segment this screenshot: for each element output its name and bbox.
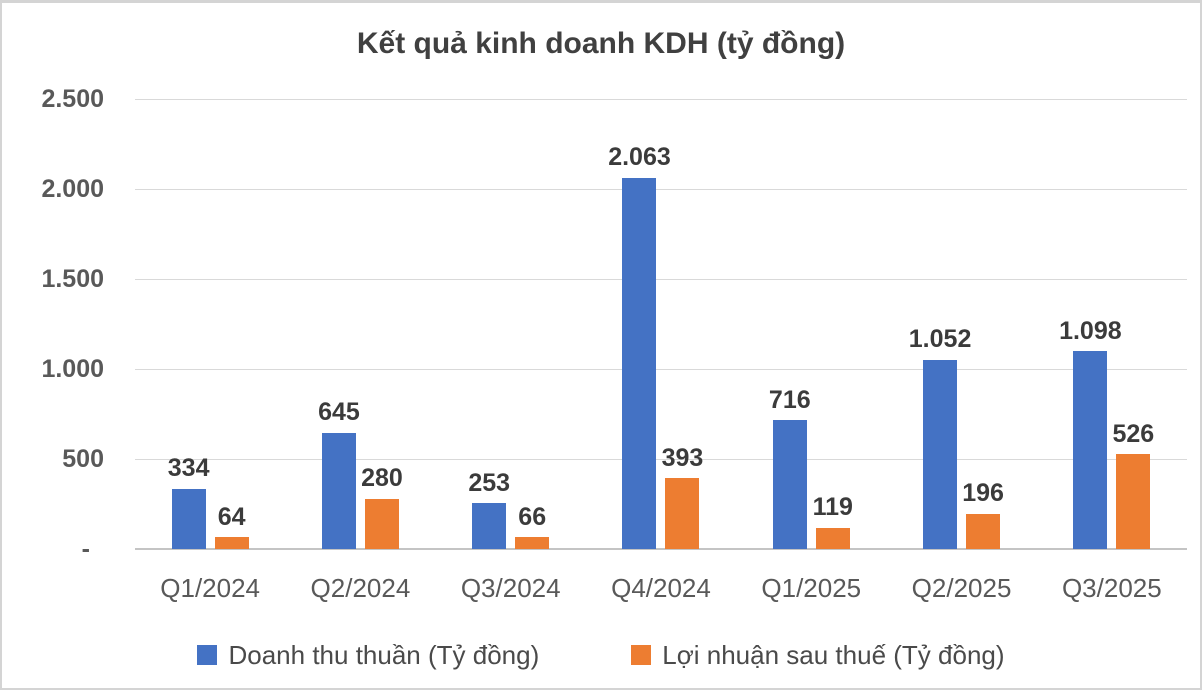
x-category-label: Q2/2024 [310,573,411,603]
revenue-bar-slot: 716 [769,99,811,549]
legend: Doanh thu thuần (Tỷ đồng) Lợi nhuận sau t… [2,635,1200,675]
data-label: 196 [962,479,1004,508]
data-label: 253 [468,468,511,497]
gridline [135,278,1187,280]
legend-swatch [631,645,652,665]
profit-bar [214,537,249,549]
profit-bar [966,513,1001,549]
x-category-label: Q1/2025 [761,573,862,603]
data-label: 645 [318,398,360,427]
gridline [135,188,1187,190]
category-group: 334 64 [135,99,285,549]
revenue-bar-slot: 334 [168,99,210,549]
category-group: 716 119 [736,99,886,549]
revenue-bar-slot: 253 [468,99,510,549]
data-label: 716 [768,385,811,414]
y-axis: - 500 1.000 1.500 2.000 2.500 [2,3,104,688]
profit-bar [665,478,700,549]
profit-bar [1116,454,1151,549]
legend-swatch [197,645,218,665]
profit-bar-slot: 64 [214,99,249,549]
revenue-bar [772,420,807,549]
revenue-bar [1073,351,1108,549]
profit-bar-slot: 66 [515,99,550,549]
profit-bar-slot: 526 [1112,99,1154,549]
category-group: 2.063 393 [586,99,736,549]
revenue-bar-slot: 1.098 [1059,99,1122,549]
revenue-bar-slot: 645 [318,99,360,549]
legend-label: Doanh thu thuần (Tỷ đồng) [228,639,540,670]
y-tick-label: 1.500 [41,265,104,293]
x-category-label: Q4/2024 [611,573,711,603]
revenue-bar [923,359,958,549]
category-group: 253 66 [436,99,586,549]
x-axis: Q1/2024 Q2/2024 Q3/2024 Q4/2024 Q1/2025 Q2/20… [135,573,1187,607]
revenue-bar [171,488,206,549]
data-label: 334 [167,454,210,483]
data-label: 393 [661,443,704,472]
plot-area: 334 64 645 280 253 66 2.063 393 716 119 1.052 196 1.… [135,98,1187,550]
x-axis-line [135,548,1187,550]
profit-bar-slot: 196 [962,99,1004,549]
y-tick-label: 500 [62,445,104,473]
data-label: 1.052 [908,325,972,354]
y-tick-label: 2.500 [41,85,104,113]
legend-label: Lợi nhuận sau thuế (Tỷ đồng) [662,639,1005,670]
data-label: 526 [1112,419,1155,448]
profit-bar-slot: 119 [812,99,853,549]
y-tick-label: 1.000 [41,355,104,383]
revenue-bar [472,503,507,549]
category-group: 1.052 196 [886,99,1036,549]
data-label: 280 [361,464,403,493]
legend-item: Lợi nhuận sau thuế (Tỷ đồng) [631,639,1005,671]
profit-bar [815,527,850,549]
data-label: 64 [217,502,246,531]
data-label: 119 [812,493,853,522]
chart-title: Kết quả kinh doanh KDH (tỷ đồng) [356,27,846,60]
x-category-label: Q3/2025 [1061,573,1162,603]
x-category-label: Q3/2024 [460,573,561,603]
revenue-bar [321,432,356,549]
revenue-bar [622,177,657,549]
revenue-bar-slot: 1.052 [909,99,971,549]
category-group: 1.098 526 [1037,99,1187,549]
x-category-label: Q2/2025 [911,573,1012,603]
gridline [135,98,1187,100]
gridline [135,458,1187,460]
data-label: 2.063 [608,143,671,172]
profit-bar [515,537,550,549]
revenue-bar-slot: 2.063 [608,99,671,549]
y-tick-label: - [81,535,90,563]
gridline [135,368,1187,370]
category-group: 645 280 [285,99,435,549]
x-category-label: Q1/2024 [160,573,261,603]
data-label: 1.098 [1059,316,1122,345]
profit-bar-slot: 280 [361,99,403,549]
profit-bar [364,498,399,549]
profit-bar-slot: 393 [662,99,703,549]
y-tick-label: 2.000 [41,175,104,203]
data-label: 66 [518,502,547,531]
legend-item: Doanh thu thuần (Tỷ đồng) [197,640,539,671]
